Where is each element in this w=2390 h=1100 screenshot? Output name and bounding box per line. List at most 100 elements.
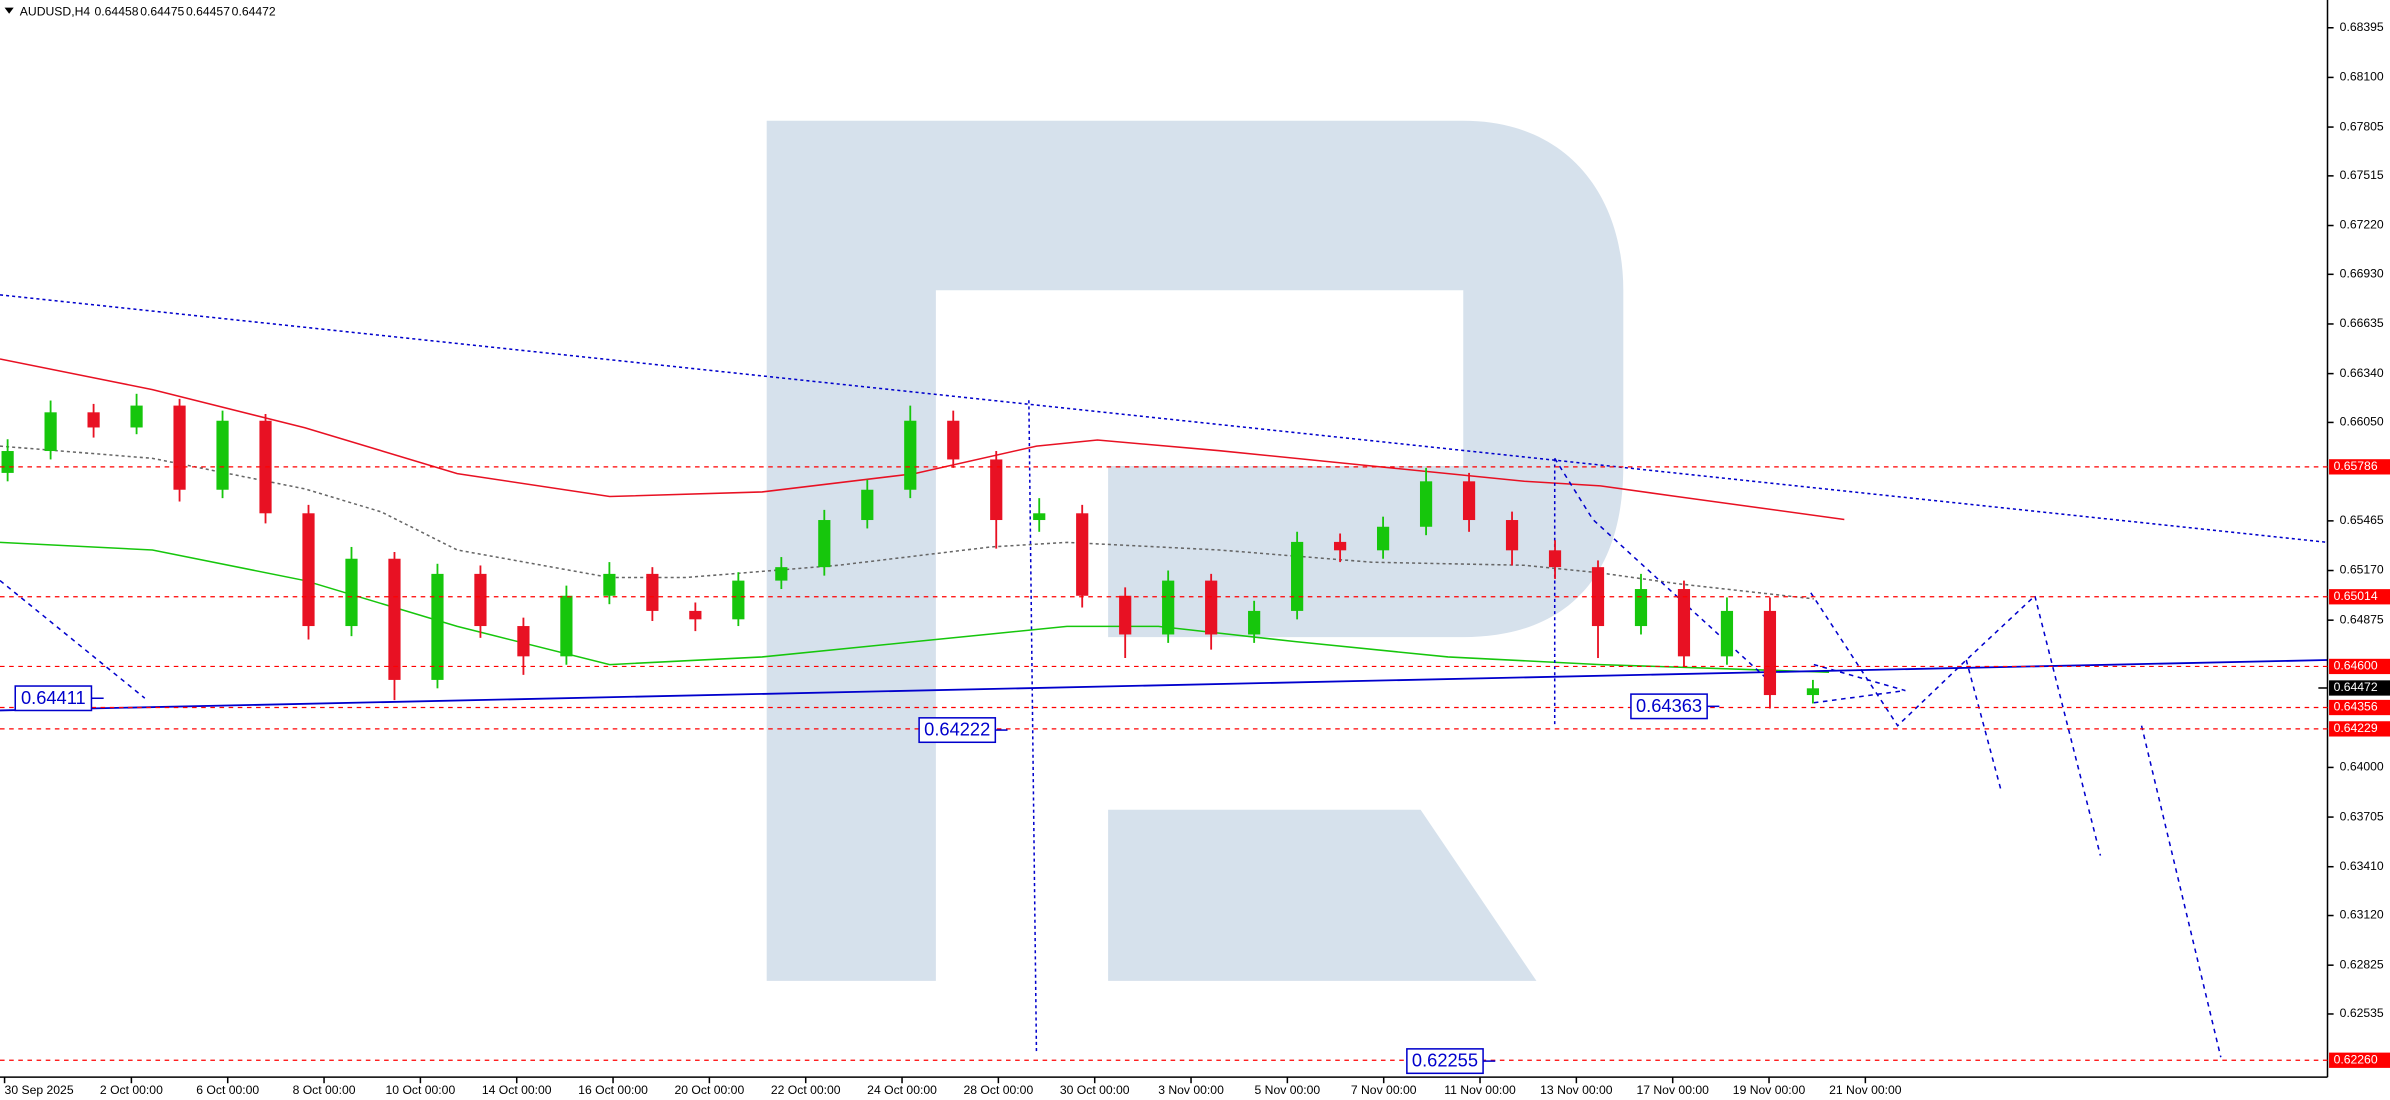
header-value: 0.64475	[140, 4, 184, 18]
x-tick-label: 30 Oct 00:00	[1060, 1083, 1130, 1097]
logo-leg	[1108, 809, 1537, 981]
annotation-label: 0.64363	[1636, 695, 1702, 716]
x-tick-label: 10 Oct 00:00	[386, 1083, 456, 1097]
y-tick-label: 0.68395	[2340, 20, 2384, 34]
candle-body	[388, 558, 401, 680]
candle-body	[474, 573, 487, 627]
x-tick-label: 21 Nov 00:00	[1829, 1083, 1902, 1097]
candle-body	[560, 595, 573, 657]
header-value: 0.64472	[232, 4, 276, 18]
x-tick-label: 24 Oct 00:00	[867, 1083, 937, 1097]
projection-line	[1554, 457, 1769, 681]
y-tick-label: 0.67805	[2340, 119, 2384, 133]
candle-body	[1548, 550, 1562, 568]
candle-body	[1033, 513, 1046, 521]
trend-line	[0, 659, 2328, 712]
candle-body	[1505, 520, 1519, 551]
y-tick-label: 0.62535	[2340, 1006, 2384, 1020]
candle-body	[990, 459, 1003, 521]
x-tick-label: 11 Nov 00:00	[1444, 1083, 1516, 1097]
y-tick-label: 0.63705	[2340, 809, 2384, 823]
y-tick-label: 0.63120	[2340, 908, 2384, 922]
candle-body	[345, 558, 358, 627]
annotation-box	[1406, 1048, 1484, 1075]
x-tick-label: 5 Nov 00:00	[1255, 1083, 1321, 1097]
y-tick-label: 0.63410	[2340, 859, 2384, 873]
candle-body	[1677, 589, 1691, 657]
x-tick-label: 28 Oct 00:00	[964, 1083, 1034, 1097]
level-label-box	[2329, 1052, 2390, 1068]
y-tick-label: 0.66635	[2340, 316, 2384, 330]
moving-average-dotted	[0, 445, 1814, 600]
candle-body	[861, 489, 874, 521]
x-tick-label: 17 Nov 00:00	[1636, 1083, 1709, 1097]
x-tick-label: 8 Oct 00:00	[293, 1083, 356, 1097]
candle-body	[1205, 580, 1218, 635]
candle-body	[646, 573, 659, 611]
x-tick-label: 14 Oct 00:00	[482, 1083, 552, 1097]
candle-body	[689, 610, 702, 620]
candle-body	[302, 513, 315, 627]
annotation-label: 0.64222	[924, 719, 990, 740]
candle-body	[1634, 589, 1648, 627]
annotation-box	[14, 685, 93, 712]
candle-body	[1162, 580, 1175, 635]
x-tick-label: 22 Oct 00:00	[771, 1083, 841, 1097]
x-tick-label: 3 Nov 00:00	[1158, 1083, 1224, 1097]
level-label-box	[2329, 589, 2390, 605]
forecast-line	[1965, 659, 2003, 792]
candle-body	[1591, 567, 1605, 627]
header-value: 0.64457	[186, 4, 230, 18]
level-label: 0.64229	[2334, 721, 2378, 735]
x-tick-label: 30 Sep 2025	[5, 1083, 74, 1097]
level-label: 0.65786	[2334, 459, 2378, 473]
candle-body	[44, 412, 57, 452]
candle-body	[1720, 610, 1734, 657]
trend-line	[0, 579, 146, 699]
candle-body	[130, 405, 143, 428]
y-tick-label: 0.64875	[2340, 612, 2384, 626]
x-tick-label: 2 Oct 00:00	[100, 1083, 163, 1097]
level-label-box	[2329, 699, 2390, 716]
level-label: 0.65014	[2334, 589, 2378, 603]
current-price-label: 0.64472	[2334, 680, 2378, 694]
y-tick-label: 0.65170	[2340, 563, 2384, 577]
y-tick-label: 0.65465	[2340, 513, 2384, 527]
level-label-box	[2329, 459, 2390, 475]
y-tick-label: 0.66930	[2340, 267, 2384, 281]
forecast-line	[1813, 663, 1906, 704]
level-label-box	[2329, 721, 2390, 737]
candle-body	[1, 451, 14, 473]
current-price-box	[2329, 680, 2390, 696]
candle-body	[947, 420, 960, 460]
candle-body	[87, 412, 100, 428]
annotation-label: 0.64411	[21, 687, 86, 708]
x-tick-label: 19 Nov 00:00	[1733, 1083, 1806, 1097]
candle-body	[1248, 610, 1261, 635]
y-tick-label: 0.68100	[2340, 70, 2384, 84]
y-tick-label: 0.66340	[2340, 366, 2384, 380]
symbol-menu-arrow[interactable]	[4, 7, 14, 14]
candle-body	[1806, 688, 1820, 696]
level-label-box	[2329, 658, 2390, 675]
candle-body	[1462, 481, 1476, 521]
candle-body	[431, 573, 444, 680]
candle-body	[775, 567, 788, 581]
y-tick-label: 0.62825	[2340, 957, 2384, 971]
candle-body	[216, 420, 229, 490]
annotation-box	[1630, 693, 1708, 720]
candle-body	[1763, 610, 1777, 696]
logo-r	[766, 120, 1624, 981]
moving-average-red	[0, 358, 1845, 521]
level-label: 0.64600	[2334, 659, 2378, 673]
x-tick-label: 20 Oct 00:00	[675, 1083, 745, 1097]
x-tick-label: 16 Oct 00:00	[578, 1083, 648, 1097]
y-tick-label: 0.66050	[2340, 415, 2384, 429]
annotation-box	[918, 717, 997, 744]
candle-body	[904, 420, 917, 490]
candle-body	[1419, 481, 1433, 527]
annotation-label: 0.62255	[1412, 1050, 1478, 1071]
